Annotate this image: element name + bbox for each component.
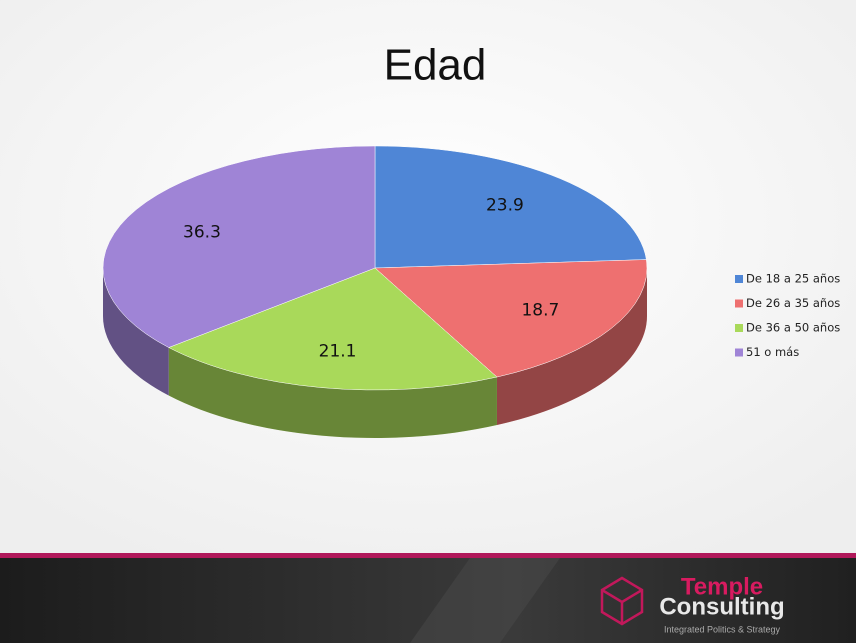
slice — [374, 259, 648, 378]
brand-bottom: Consulting — [659, 593, 784, 620]
footer-stripe — [410, 558, 560, 643]
legend-label: De 18 a 25 años — [746, 272, 840, 286]
footer-line — [0, 553, 856, 558]
tagline: Integrated Politics & Strategy — [664, 624, 781, 634]
logo-icon — [600, 576, 644, 626]
legend-swatch — [735, 348, 743, 357]
legend-label: De 26 a 35 años — [746, 296, 840, 310]
slice-side — [168, 347, 497, 438]
slice-side — [103, 268, 169, 396]
pie: 23.9 18.7 21.1 36.3 — [102, 145, 648, 438]
legend-swatch — [735, 324, 743, 332]
legend-swatch — [735, 275, 743, 283]
slice — [374, 145, 647, 269]
data-label: 18.7 — [521, 300, 559, 320]
brand-top: Temple — [681, 573, 763, 600]
slice-side-shade — [168, 347, 497, 438]
chart-title: Edad — [384, 41, 487, 90]
legend: De 18 a 25 años De 26 a 35 años De 36 a 50… — [735, 272, 840, 359]
legend-label: 51 o más — [746, 345, 799, 359]
slice-side-shade — [103, 268, 169, 396]
legend-swatch — [735, 299, 743, 308]
legend-label: De 36 a 50 años — [746, 321, 840, 335]
slice-side — [496, 268, 647, 426]
slice — [168, 267, 498, 391]
data-label: 36.3 — [183, 222, 221, 242]
data-label: 23.9 — [486, 196, 524, 216]
slice-side-shade — [496, 268, 647, 426]
data-label: 21.1 — [319, 342, 357, 362]
slice — [102, 145, 376, 348]
